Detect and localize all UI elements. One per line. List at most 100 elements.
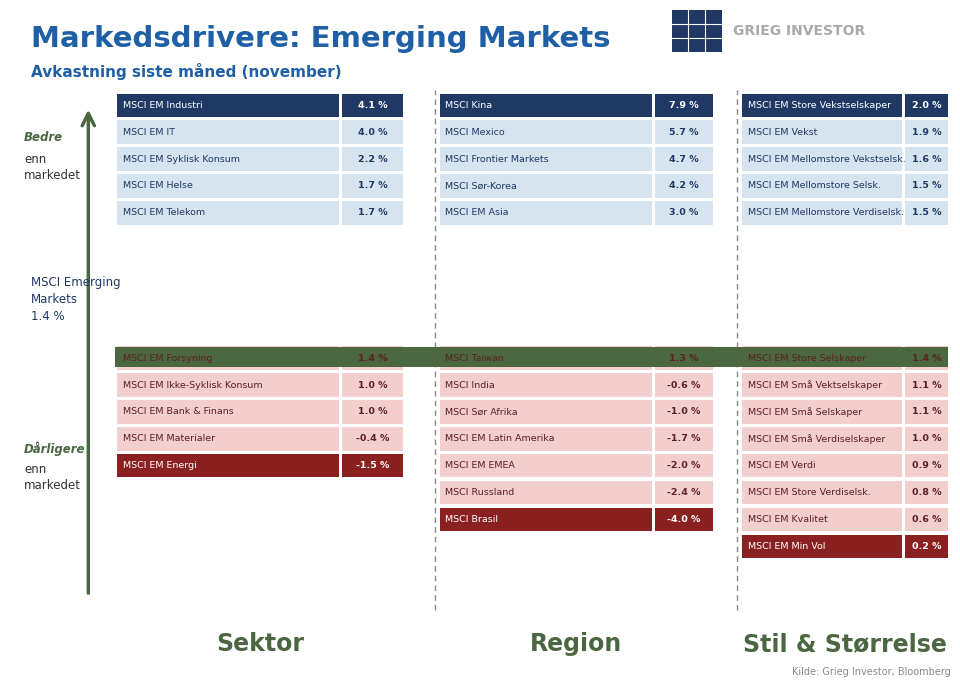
Bar xyxy=(742,174,902,198)
Text: 5.7 %: 5.7 % xyxy=(669,127,699,136)
Text: 1.6 %: 1.6 % xyxy=(912,154,942,163)
Bar xyxy=(905,147,948,171)
Bar xyxy=(655,373,713,397)
Bar xyxy=(742,201,902,225)
Text: MSCI EM Industri: MSCI EM Industri xyxy=(123,101,203,110)
Bar xyxy=(342,201,403,225)
Text: Dårligere: Dårligere xyxy=(24,441,85,455)
Text: 4.7 %: 4.7 % xyxy=(669,154,699,163)
Text: Kilde: Grieg Investor, Bloomberg: Kilde: Grieg Investor, Bloomberg xyxy=(792,666,950,677)
Text: MSCI EM Latin Amerika: MSCI EM Latin Amerika xyxy=(445,434,555,443)
Text: 0.2 %: 0.2 % xyxy=(912,542,942,551)
Bar xyxy=(342,347,403,370)
Text: MSCI EM Ikke-Syklisk Konsum: MSCI EM Ikke-Syklisk Konsum xyxy=(123,380,262,389)
Text: 1.1 %: 1.1 % xyxy=(912,380,942,389)
Bar xyxy=(117,400,339,424)
Text: -0.4 %: -0.4 % xyxy=(356,434,389,443)
Bar xyxy=(117,454,339,477)
Text: MSCI Taiwan: MSCI Taiwan xyxy=(445,353,504,362)
Bar xyxy=(440,454,652,477)
Bar xyxy=(905,201,948,225)
Text: MSCI EM Vekst: MSCI EM Vekst xyxy=(748,127,817,136)
Bar xyxy=(117,174,339,198)
Text: 1.7 %: 1.7 % xyxy=(358,208,387,217)
Bar xyxy=(905,454,948,477)
Bar xyxy=(742,347,902,370)
Bar xyxy=(655,174,713,198)
Bar xyxy=(905,347,948,370)
Text: 2.2 %: 2.2 % xyxy=(358,154,387,163)
Text: MSCI EM Små Verdiselskaper: MSCI EM Små Verdiselskaper xyxy=(748,434,885,444)
Text: MSCI EM Materialer: MSCI EM Materialer xyxy=(123,434,215,443)
Bar xyxy=(905,174,948,198)
Text: 2.0 %: 2.0 % xyxy=(912,101,942,110)
Text: MSCI EM Syklisk Konsum: MSCI EM Syklisk Konsum xyxy=(123,154,240,163)
Text: 1.5 %: 1.5 % xyxy=(912,181,942,190)
Text: -1.5 %: -1.5 % xyxy=(356,461,389,470)
Bar xyxy=(115,347,948,367)
Bar xyxy=(440,400,652,424)
Text: MSCI Sør Afrika: MSCI Sør Afrika xyxy=(445,407,518,416)
Text: MSCI EM Store Verdiselsk.: MSCI EM Store Verdiselsk. xyxy=(748,488,871,497)
Text: MSCI EM Små Vektselskaper: MSCI EM Små Vektselskaper xyxy=(748,380,882,390)
Text: MSCI EM IT: MSCI EM IT xyxy=(123,127,175,136)
Bar xyxy=(117,94,339,117)
Bar xyxy=(117,121,339,144)
Bar xyxy=(905,481,948,504)
Bar xyxy=(342,454,403,477)
Bar xyxy=(905,373,948,397)
Bar xyxy=(440,174,652,198)
Text: MSCI India: MSCI India xyxy=(445,380,495,389)
Text: MSCI Kina: MSCI Kina xyxy=(445,101,492,110)
Text: MSCI EM Verdi: MSCI EM Verdi xyxy=(748,461,815,470)
Text: 1.0 %: 1.0 % xyxy=(912,434,942,443)
Bar xyxy=(742,427,902,451)
Bar xyxy=(117,427,339,451)
Text: 7.9 %: 7.9 % xyxy=(669,101,699,110)
Bar xyxy=(342,121,403,144)
Text: -1.7 %: -1.7 % xyxy=(667,434,701,443)
Text: 1.5 %: 1.5 % xyxy=(912,208,942,217)
Text: MSCI EM Energi: MSCI EM Energi xyxy=(123,461,197,470)
Text: MSCI EM Asia: MSCI EM Asia xyxy=(445,208,509,217)
Bar xyxy=(117,147,339,171)
Text: 1.4 %: 1.4 % xyxy=(358,353,387,362)
Text: -0.6 %: -0.6 % xyxy=(667,380,701,389)
Bar xyxy=(117,373,339,397)
Bar xyxy=(655,454,713,477)
Text: Region: Region xyxy=(530,633,623,656)
Bar xyxy=(655,400,713,424)
Bar xyxy=(655,347,713,370)
Text: MSCI Mexico: MSCI Mexico xyxy=(445,127,505,136)
Text: MSCI EM Helse: MSCI EM Helse xyxy=(123,181,193,190)
Bar xyxy=(742,147,902,171)
Bar xyxy=(440,121,652,144)
Text: 4.1 %: 4.1 % xyxy=(358,101,387,110)
Bar xyxy=(655,94,713,117)
Bar xyxy=(342,373,403,397)
Bar xyxy=(905,535,948,558)
Text: 1.0 %: 1.0 % xyxy=(358,407,387,416)
Text: MSCI EM Små Selskaper: MSCI EM Små Selskaper xyxy=(748,407,862,417)
Bar xyxy=(440,508,652,531)
Bar xyxy=(117,347,339,370)
Bar xyxy=(655,147,713,171)
Bar xyxy=(342,400,403,424)
Text: enn
markedet: enn markedet xyxy=(24,153,81,182)
Text: Stil & Størrelse: Stil & Størrelse xyxy=(743,633,948,656)
Text: 1.1 %: 1.1 % xyxy=(912,407,942,416)
Text: MSCI EM Mellomstore Vekstselsk.: MSCI EM Mellomstore Vekstselsk. xyxy=(748,154,905,163)
Bar xyxy=(342,174,403,198)
Bar xyxy=(655,121,713,144)
Bar xyxy=(742,373,902,397)
Text: 1.7 %: 1.7 % xyxy=(358,181,387,190)
Bar xyxy=(440,147,652,171)
Bar xyxy=(440,94,652,117)
Text: 4.0 %: 4.0 % xyxy=(358,127,387,136)
Text: -2.4 %: -2.4 % xyxy=(667,488,701,497)
Bar xyxy=(672,10,722,52)
Text: -1.0 %: -1.0 % xyxy=(667,407,701,416)
Text: MSCI EM Store Selskaper: MSCI EM Store Selskaper xyxy=(748,353,866,362)
Text: MSCI EM EMEA: MSCI EM EMEA xyxy=(445,461,516,470)
Bar xyxy=(655,508,713,531)
